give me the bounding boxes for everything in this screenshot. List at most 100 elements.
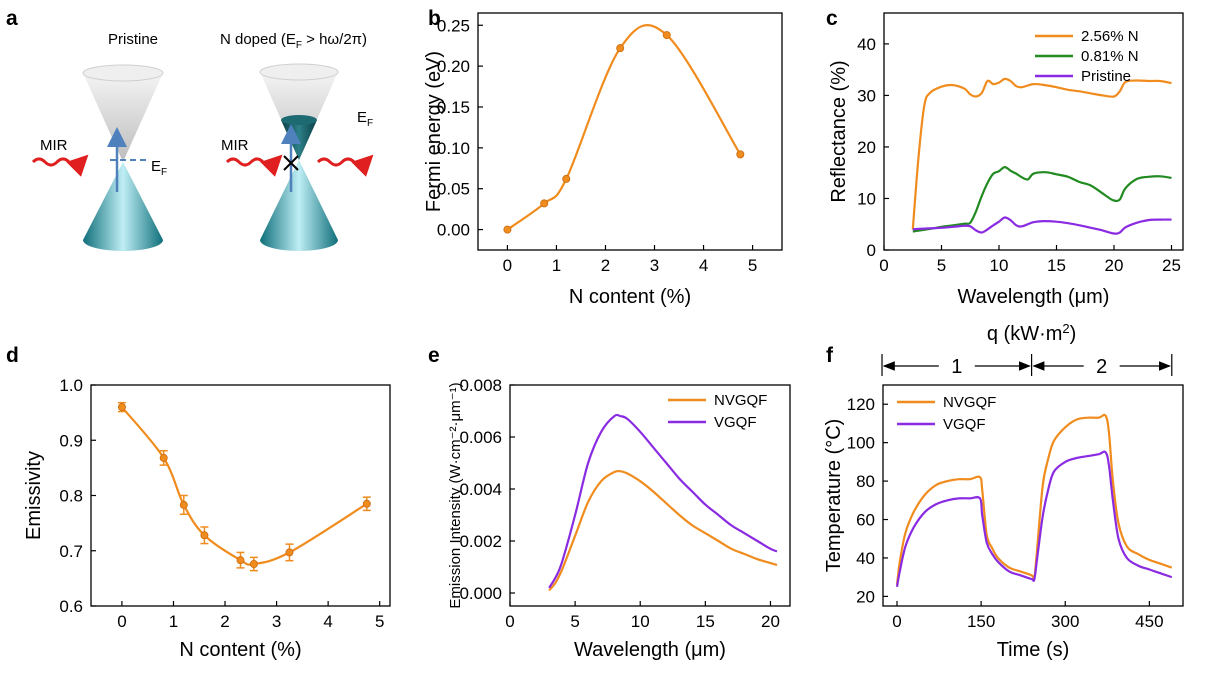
y-tick-label: 0.9 xyxy=(59,431,83,450)
data-point xyxy=(285,548,294,557)
x-tick-label: 5 xyxy=(937,256,946,275)
legend-entry: Pristine xyxy=(1081,68,1131,85)
y-tick-label: 40 xyxy=(856,549,875,568)
mir-wave-transmitted xyxy=(316,154,374,177)
segment-label: 2 xyxy=(1096,356,1107,378)
y-tick-label: 0.15 xyxy=(437,98,470,117)
series-line-2-56-n xyxy=(911,77,1172,230)
data-point xyxy=(736,150,745,159)
mir-wave-in-right xyxy=(225,154,283,177)
x-tick-label: 0 xyxy=(505,612,514,631)
x-tick-label: 5 xyxy=(748,256,757,275)
x-axis-label: Wavelength (μm) xyxy=(958,286,1110,308)
x-tick-label: 3 xyxy=(650,256,659,275)
y-tick-label: 30 xyxy=(857,86,876,105)
chart-f: f 0 150 300 450 20 40 60 80 100 120 Time (s) Tempera… xyxy=(823,321,1184,661)
x-tick-label: 20 xyxy=(1105,256,1124,275)
x-axis-label: N content (%) xyxy=(569,286,691,308)
legend-entry: NVGQF xyxy=(943,394,996,411)
y-tick-label: 0.10 xyxy=(437,139,470,158)
legend-entry: 0.81% N xyxy=(1081,48,1139,65)
dirac-cone-schematic: a Pristine N doped (EF > hω/2π) MIR EF E… xyxy=(6,7,374,251)
y-tick-label: 0.7 xyxy=(59,542,83,561)
x-tick-label: 10 xyxy=(990,256,1009,275)
data-point xyxy=(662,31,671,40)
series-line-vgqf xyxy=(548,413,778,589)
data-point xyxy=(540,199,549,208)
x-tick-label: 0 xyxy=(117,612,126,631)
x-tick-label: 15 xyxy=(1047,256,1066,275)
data-point xyxy=(117,403,126,412)
series-line-pristine xyxy=(912,216,1172,235)
y-tick-label: 20 xyxy=(856,587,875,606)
upper-cone-top-doped xyxy=(259,63,339,81)
filled-states-top xyxy=(281,115,317,125)
legend-entry: VGQF xyxy=(943,416,986,433)
x-tick-label: 150 xyxy=(967,612,995,631)
filled-states xyxy=(281,120,317,160)
data-point xyxy=(236,556,245,565)
segment-label: 1 xyxy=(951,356,962,378)
y-axis-label: Emissivity xyxy=(23,451,45,540)
data-point xyxy=(616,44,625,53)
y-axis-label: Emission Intensity (W·cm⁻²·μm⁻¹) xyxy=(447,382,464,608)
mir-label-right: MIR xyxy=(221,137,249,154)
upper-cone-pristine xyxy=(83,73,163,162)
data-point xyxy=(562,174,571,183)
y-tick-label: 1.0 xyxy=(59,376,83,395)
mir-label-left: MIR xyxy=(40,137,68,154)
x-tick-label: 0 xyxy=(879,256,888,275)
panel-label-c: c xyxy=(826,7,838,30)
plot-frame xyxy=(509,384,791,607)
series-line xyxy=(121,406,368,566)
plot-frame xyxy=(882,384,1184,607)
lower-cone-doped xyxy=(260,160,338,251)
x-tick-label: 3 xyxy=(272,612,281,631)
y-tick-label: 0.006 xyxy=(459,428,502,447)
chart-d: d 0 1 2 3 4 5 0.6 0.7 0.8 0.9 1.0 N content (%) Emiss… xyxy=(6,344,391,661)
x-tick-label: 20 xyxy=(761,612,780,631)
charts: b 0 1 2 3 4 5 0.00 0.05 0.10 0.15 0.20 0.25 N content… xyxy=(6,7,1184,661)
y-tick-label: 0.8 xyxy=(59,487,83,506)
fermi-label-left: EF xyxy=(151,158,167,178)
y-tick-label: 0 xyxy=(867,241,876,260)
legend-entry: NVGQF xyxy=(714,392,767,409)
legend-entry: VGQF xyxy=(714,414,757,431)
panel-label-e: e xyxy=(428,344,440,367)
series-line-vgqf xyxy=(895,450,1173,588)
upper-cone-top-pristine xyxy=(82,64,164,82)
y-tick-label: 0.004 xyxy=(459,480,502,499)
y-axis-label: Temperature (°C) xyxy=(823,419,845,573)
pristine-title: Pristine xyxy=(108,31,158,48)
n-doped-title: N doped (EF > hω/2π) xyxy=(220,31,367,51)
x-tick-label: 5 xyxy=(570,612,579,631)
plot-frame xyxy=(477,12,783,251)
y-tick-label: 20 xyxy=(857,138,876,157)
data-point xyxy=(179,500,188,509)
series-line-nvgqf xyxy=(895,413,1173,586)
x-tick-label: 4 xyxy=(323,612,332,631)
data-point xyxy=(362,499,371,508)
x-axis-label: Wavelength (μm) xyxy=(574,639,726,661)
y-tick-label: 120 xyxy=(847,395,875,414)
x-tick-label: 4 xyxy=(699,256,708,275)
y-axis-label: Reflectance (%) xyxy=(828,60,850,202)
lower-cone-pristine xyxy=(83,162,163,251)
y-tick-label: 0.008 xyxy=(459,376,502,395)
y-tick-label: 0.25 xyxy=(437,16,470,35)
y-tick-label: 0.000 xyxy=(459,584,502,603)
y-tick-label: 10 xyxy=(857,189,876,208)
x-tick-label: 25 xyxy=(1162,256,1181,275)
data-point xyxy=(249,560,258,569)
series-line-nvgqf xyxy=(548,469,778,592)
y-tick-label: 100 xyxy=(847,434,875,453)
y-tick-label: 80 xyxy=(856,472,875,491)
x-tick-label: 1 xyxy=(169,612,178,631)
x-tick-label: 0 xyxy=(892,612,901,631)
plot-frame xyxy=(883,12,1184,251)
plot-frame xyxy=(90,384,391,607)
blocked-cross-icon xyxy=(283,155,299,171)
panel-label-a: a xyxy=(6,7,18,30)
x-tick-label: 450 xyxy=(1135,612,1163,631)
